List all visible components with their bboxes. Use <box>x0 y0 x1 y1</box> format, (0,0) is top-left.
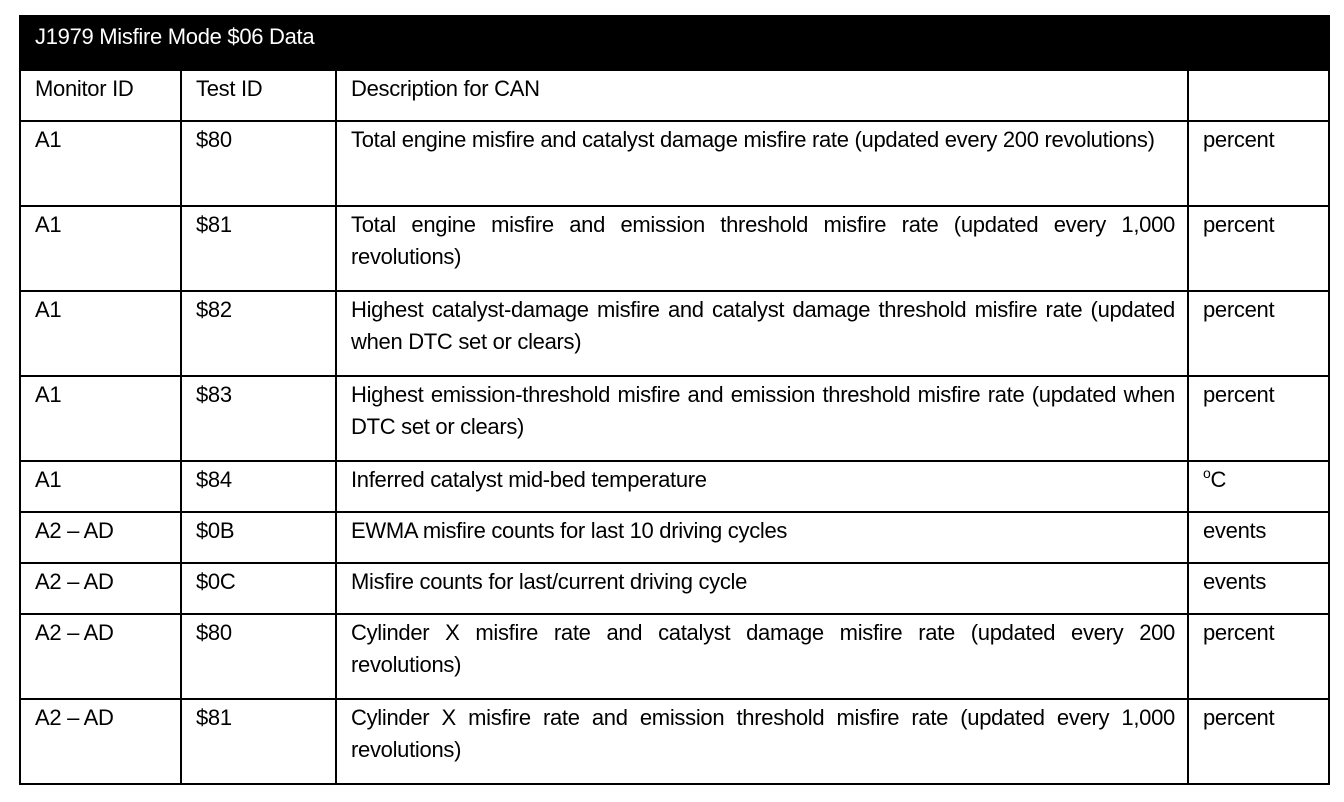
unit-cell: percent <box>1186 290 1331 377</box>
test-id-cell: $80 <box>180 613 337 700</box>
unit-cell: percent <box>1186 698 1331 785</box>
monitor-id-cell: A1 <box>19 120 182 207</box>
description-cell: Misfire counts for last/current driving … <box>335 562 1189 615</box>
header-row: Monitor ID Test ID Description for CAN <box>19 69 1331 122</box>
description-cell: Highest catalyst-damage misfire and cata… <box>335 290 1189 377</box>
table-row: A1 $83 Highest emission-threshold misfire … <box>19 375 1331 462</box>
header-unit <box>1186 69 1331 122</box>
description-cell: Total engine misfire and catalyst damage… <box>335 120 1189 207</box>
description-cell: EWMA misfire counts for last 10 driving … <box>335 511 1189 564</box>
table-row: A1 $80 Total engine misfire and catalyst d… <box>19 120 1331 207</box>
description-cell: Cylinder X misfire rate and catalyst dam… <box>335 613 1189 700</box>
unit-cell: percent <box>1186 375 1331 462</box>
misfire-mode-06-table: J1979 Misfire Mode $06 Data Monitor ID T… <box>18 15 1331 785</box>
test-id-cell: $81 <box>180 205 337 292</box>
degree-symbol: o <box>1203 465 1211 481</box>
monitor-id-cell: A1 <box>19 205 182 292</box>
header-monitor-id: Monitor ID <box>19 69 182 122</box>
test-id-cell: $84 <box>180 460 337 513</box>
monitor-id-cell: A1 <box>19 375 182 462</box>
table-row: A2 – AD $80 Cylinder X misfire rate and ca… <box>19 613 1331 700</box>
monitor-id-cell: A1 <box>19 460 182 513</box>
monitor-id-cell: A2 – AD <box>19 511 182 564</box>
unit-cell: events <box>1186 562 1331 615</box>
unit-cell: percent <box>1186 120 1331 207</box>
unit-cell: oC <box>1186 460 1331 513</box>
unit-cell: percent <box>1186 613 1331 700</box>
test-id-cell: $80 <box>180 120 337 207</box>
table-row: A1 $84 Inferred catalyst mid-bed temperatu… <box>19 460 1331 513</box>
monitor-id-cell: A2 – AD <box>19 562 182 615</box>
unit-cell: percent <box>1186 205 1331 292</box>
test-id-cell: $0B <box>180 511 337 564</box>
description-cell: Cylinder X misfire rate and emission thr… <box>335 698 1189 785</box>
header-description: Description for CAN <box>335 69 1189 122</box>
table-row: A1 $82 Highest catalyst-damage misfire and… <box>19 290 1331 377</box>
test-id-cell: $82 <box>180 290 337 377</box>
description-cell: Highest emission-threshold misfire and e… <box>335 375 1189 462</box>
table-title: J1979 Misfire Mode $06 Data <box>18 15 1331 71</box>
monitor-id-cell: A1 <box>19 290 182 377</box>
table-title-row: J1979 Misfire Mode $06 Data <box>18 15 1331 71</box>
header-test-id: Test ID <box>180 69 337 122</box>
test-id-cell: $83 <box>180 375 337 462</box>
unit-cell: events <box>1186 511 1331 564</box>
table-row: A2 – AD $0B EWMA misfire counts for last 1… <box>19 511 1331 564</box>
table-row: A1 $81 Total engine misfire and emission t… <box>19 205 1331 292</box>
test-id-cell: $0C <box>180 562 337 615</box>
monitor-id-cell: A2 – AD <box>19 698 182 785</box>
monitor-id-cell: A2 – AD <box>19 613 182 700</box>
description-cell: Total engine misfire and emission thresh… <box>335 205 1189 292</box>
table-row: A2 – AD $81 Cylinder X misfire rate and em… <box>19 698 1331 785</box>
description-cell: Inferred catalyst mid-bed temperature <box>335 460 1189 513</box>
test-id-cell: $81 <box>180 698 337 785</box>
table-row: A2 – AD $0C Misfire counts for last/curren… <box>19 562 1331 615</box>
